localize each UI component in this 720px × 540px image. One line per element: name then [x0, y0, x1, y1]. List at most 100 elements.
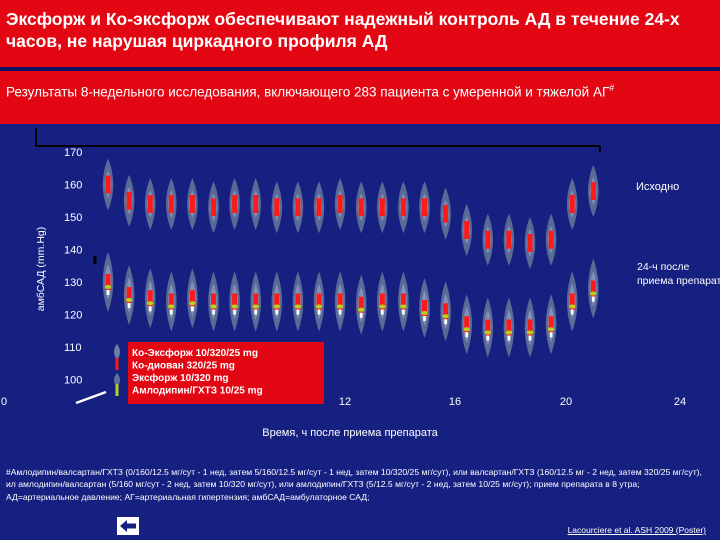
- amlodipine-point: [104, 285, 112, 289]
- x-tick-label: 12: [339, 396, 351, 408]
- after-label-line: приема препарата: [637, 275, 720, 287]
- after-point: [527, 319, 533, 336]
- legend-entry: Эксфорж 10/320 mg: [132, 372, 228, 384]
- subtitle-text: Результаты 8-недельного исследования, вк…: [6, 84, 610, 100]
- x-ticks: 0 12 16 20 24: [1, 396, 686, 408]
- after-point: [485, 319, 491, 336]
- baseline-point: [358, 198, 364, 217]
- baseline-point: [105, 175, 111, 194]
- after-point: [274, 293, 280, 310]
- after-point: [443, 303, 449, 320]
- baseline-point: [506, 230, 512, 249]
- exforge-point: [275, 309, 279, 315]
- chart-marks: [102, 158, 599, 387]
- amlodipine-point: [231, 304, 238, 309]
- baseline-point: [337, 195, 343, 213]
- legend-entry: Амлодипин/ГХТЗ 10/25 mg: [132, 386, 263, 397]
- after-point: [569, 293, 575, 310]
- exforge-point: [423, 316, 426, 321]
- after-point: [400, 293, 406, 310]
- y-tick-label: 120: [64, 310, 82, 322]
- axis-break: [75, 390, 107, 405]
- baseline-point: [147, 195, 153, 213]
- after-point: [189, 290, 195, 307]
- after-point: [464, 316, 470, 333]
- after-point: [422, 300, 427, 316]
- baseline-point: [464, 221, 470, 239]
- y-tick-label: 110: [64, 342, 82, 354]
- baseline-point: [316, 198, 322, 217]
- baseline-point: [295, 198, 301, 217]
- exforge-point: [381, 309, 384, 315]
- amlodipine-point: [590, 291, 597, 296]
- baseline-point: [274, 198, 280, 217]
- exforge-point: [338, 309, 342, 315]
- baseline-point: [189, 195, 195, 213]
- after-point: [105, 274, 111, 290]
- amlodipine-point: [315, 304, 323, 309]
- y-tick-label: 160: [64, 180, 82, 192]
- x-axis-label: Время, ч после приема препарата: [262, 427, 438, 439]
- amlodipine-point: [294, 304, 302, 309]
- exforge-point: [465, 332, 468, 338]
- exforge-point: [254, 309, 257, 315]
- subtitle-bar: Результаты 8-недельного исследования, вк…: [0, 71, 720, 124]
- amlodipine-point: [336, 304, 344, 309]
- exforge-point: [402, 309, 405, 315]
- baseline-point: [443, 204, 449, 223]
- exforge-point: [444, 319, 447, 325]
- amlodipine-point: [421, 311, 428, 315]
- after-point: [168, 293, 174, 310]
- amlodipine-point: [210, 304, 217, 309]
- baseline-point: [253, 195, 259, 213]
- after-point: [548, 316, 554, 333]
- exforge-point: [570, 309, 574, 315]
- amlodipine-point: [505, 330, 513, 335]
- title-bar: Эксфорж и Ко-эксфорж обеспечивают надежн…: [0, 0, 720, 67]
- baseline-point: [232, 195, 238, 213]
- exforge-point: [170, 309, 173, 315]
- amlodipine-point: [442, 314, 449, 319]
- amlodipine-point: [547, 327, 555, 332]
- baseline-point: [126, 191, 132, 210]
- exforge-point: [528, 335, 532, 341]
- legend-entry: Ко-диован 320/25 mg: [132, 361, 235, 372]
- exforge-point: [359, 312, 363, 318]
- baseline-point: [379, 198, 385, 217]
- x-tick-label: 16: [449, 396, 461, 408]
- baseline-point: [569, 195, 575, 213]
- exforge-point: [148, 306, 152, 312]
- y-tick-label: 100: [64, 375, 82, 387]
- after-point: [253, 293, 259, 310]
- data-spindle: [114, 373, 120, 387]
- x-tick-label: 24: [674, 396, 686, 408]
- divider: [0, 67, 720, 71]
- after-point: [506, 319, 512, 336]
- amlodipine-point: [357, 307, 365, 312]
- after-point: [211, 293, 216, 310]
- after-point: [316, 293, 322, 310]
- exforge-point: [296, 309, 300, 315]
- source-citation[interactable]: Lacourciere et al. ASH 2009 (Poster): [567, 525, 706, 535]
- baseline-point: [211, 198, 216, 217]
- after-point: [590, 280, 596, 297]
- baseline-point: [400, 198, 406, 217]
- after-point: [126, 287, 132, 303]
- x-tick-label: 0: [1, 396, 7, 408]
- chart-frame: [35, 128, 601, 405]
- subtitle-mark: #: [609, 83, 615, 93]
- exforge-point: [233, 309, 236, 315]
- amlodipine-point: [168, 304, 175, 309]
- baseline-point: [168, 195, 174, 213]
- exforge-point: [549, 332, 553, 338]
- page-title: Эксфорж и Ко-эксфорж обеспечивают надежн…: [6, 9, 680, 51]
- after-point: [147, 290, 153, 307]
- amlodipine-point: [484, 330, 492, 335]
- back-arrow-icon[interactable]: [117, 517, 139, 535]
- chart: 170 160 150 140 130 120 110 100 0 12 16 20 24 Ко-Эк…: [1, 128, 720, 439]
- legend-entry: Ко-Эксфорж 10/320/25 mg: [132, 347, 258, 359]
- baseline-point: [527, 234, 533, 252]
- exforge-point: [317, 309, 321, 315]
- amlodipine-point: [125, 298, 133, 302]
- y-tick-label: 170: [64, 147, 82, 159]
